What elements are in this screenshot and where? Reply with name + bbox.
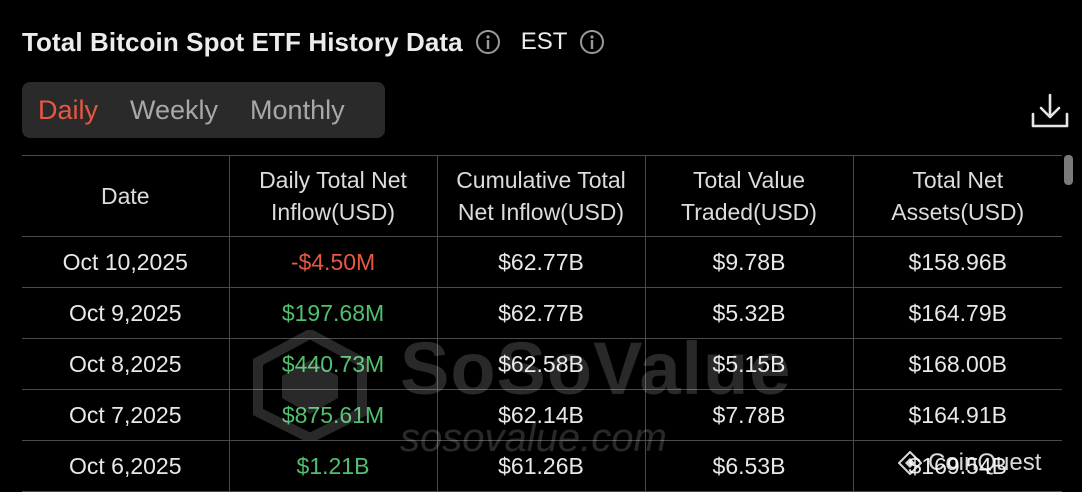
date-cell: Oct 8,2025 — [22, 338, 230, 390]
total-net-assets-cell: $164.91B — [852, 389, 1062, 441]
date-cell: Oct 6,2025 — [22, 440, 230, 492]
total-net-assets-cell: $164.79B — [852, 287, 1062, 339]
daily-net-inflow-cell: $1.21B — [228, 440, 438, 492]
cumulative-net-inflow-cell: $62.77B — [436, 236, 646, 288]
overlay-watermark: CoinQuest — [898, 448, 1041, 478]
cumulative-net-inflow-cell: $62.77B — [436, 287, 646, 339]
total-net-assets-cell: $168.00B — [852, 338, 1062, 390]
total-value-traded-cell: $9.78B — [644, 236, 854, 288]
page-title: Total Bitcoin Spot ETF History Data — [22, 26, 463, 57]
timezone-label: EST — [520, 28, 568, 55]
cumulative-net-inflow-cell: $62.14B — [436, 389, 646, 441]
total-net-assets-cell: $169.54B — [852, 440, 1062, 492]
table-row: Oct 10,2025 -$4.50M $62.77B $9.78B $158.… — [22, 236, 1062, 288]
column-header-total-value-traded[interactable]: Total Value Traded(USD) — [644, 155, 854, 237]
total-net-assets-cell: $158.96B — [852, 236, 1062, 288]
tab-monthly[interactable]: Monthly — [250, 94, 345, 125]
daily-net-inflow-cell: -$4.50M — [228, 236, 438, 288]
diamond-logo-icon — [898, 451, 922, 475]
daily-net-inflow-cell: $197.68M — [228, 287, 438, 339]
column-header-daily-net-inflow[interactable]: Daily Total Net Inflow(USD) — [228, 155, 438, 237]
column-header-date[interactable]: Date — [22, 155, 230, 237]
table-row: Oct 6,2025 $1.21B $61.26B $6.53B $169.54… — [22, 440, 1062, 492]
info-icon[interactable] — [579, 29, 605, 55]
daily-net-inflow-cell: $440.73M — [228, 338, 438, 390]
table-scrollbar[interactable] — [1063, 155, 1073, 486]
column-header-total-net-assets[interactable]: Total Net Assets(USD) — [852, 155, 1062, 237]
scrollbar-thumb[interactable] — [1064, 155, 1073, 185]
daily-net-inflow-cell: $875.61M — [228, 389, 438, 441]
date-cell: Oct 9,2025 — [22, 287, 230, 339]
total-value-traded-cell: $5.32B — [644, 287, 854, 339]
total-value-traded-cell: $6.53B — [644, 440, 854, 492]
overlay-watermark-text: CoinQuest — [928, 449, 1042, 476]
info-icon[interactable] — [475, 29, 501, 55]
tab-weekly[interactable]: Weekly — [130, 94, 219, 125]
total-value-traded-cell: $7.78B — [644, 389, 854, 441]
tab-daily[interactable]: Daily — [38, 94, 99, 125]
table-row: Oct 8,2025 $440.73M $62.58B $5.15B $168.… — [22, 338, 1062, 390]
cumulative-net-inflow-cell: $61.26B — [436, 440, 646, 492]
date-cell: Oct 7,2025 — [22, 389, 230, 441]
total-value-traded-cell: $5.15B — [644, 338, 854, 390]
date-cell: Oct 10,2025 — [22, 236, 230, 288]
table-row: Oct 7,2025 $875.61M $62.14B $7.78B $164.… — [22, 389, 1062, 441]
etf-history-table: Date Daily Total Net Inflow(USD) Cumulat… — [22, 155, 1062, 492]
table-header-row: Date Daily Total Net Inflow(USD) Cumulat… — [22, 155, 1062, 237]
download-icon[interactable] — [1030, 92, 1070, 130]
header: Total Bitcoin Spot ETF History Data EST — [22, 22, 605, 62]
cumulative-net-inflow-cell: $62.58B — [436, 338, 646, 390]
table-row: Oct 9,2025 $197.68M $62.77B $5.32B $164.… — [22, 287, 1062, 339]
column-header-cumulative-net-inflow[interactable]: Cumulative Total Net Inflow(USD) — [436, 155, 646, 237]
period-tabs: Daily Weekly Monthly — [22, 82, 385, 138]
